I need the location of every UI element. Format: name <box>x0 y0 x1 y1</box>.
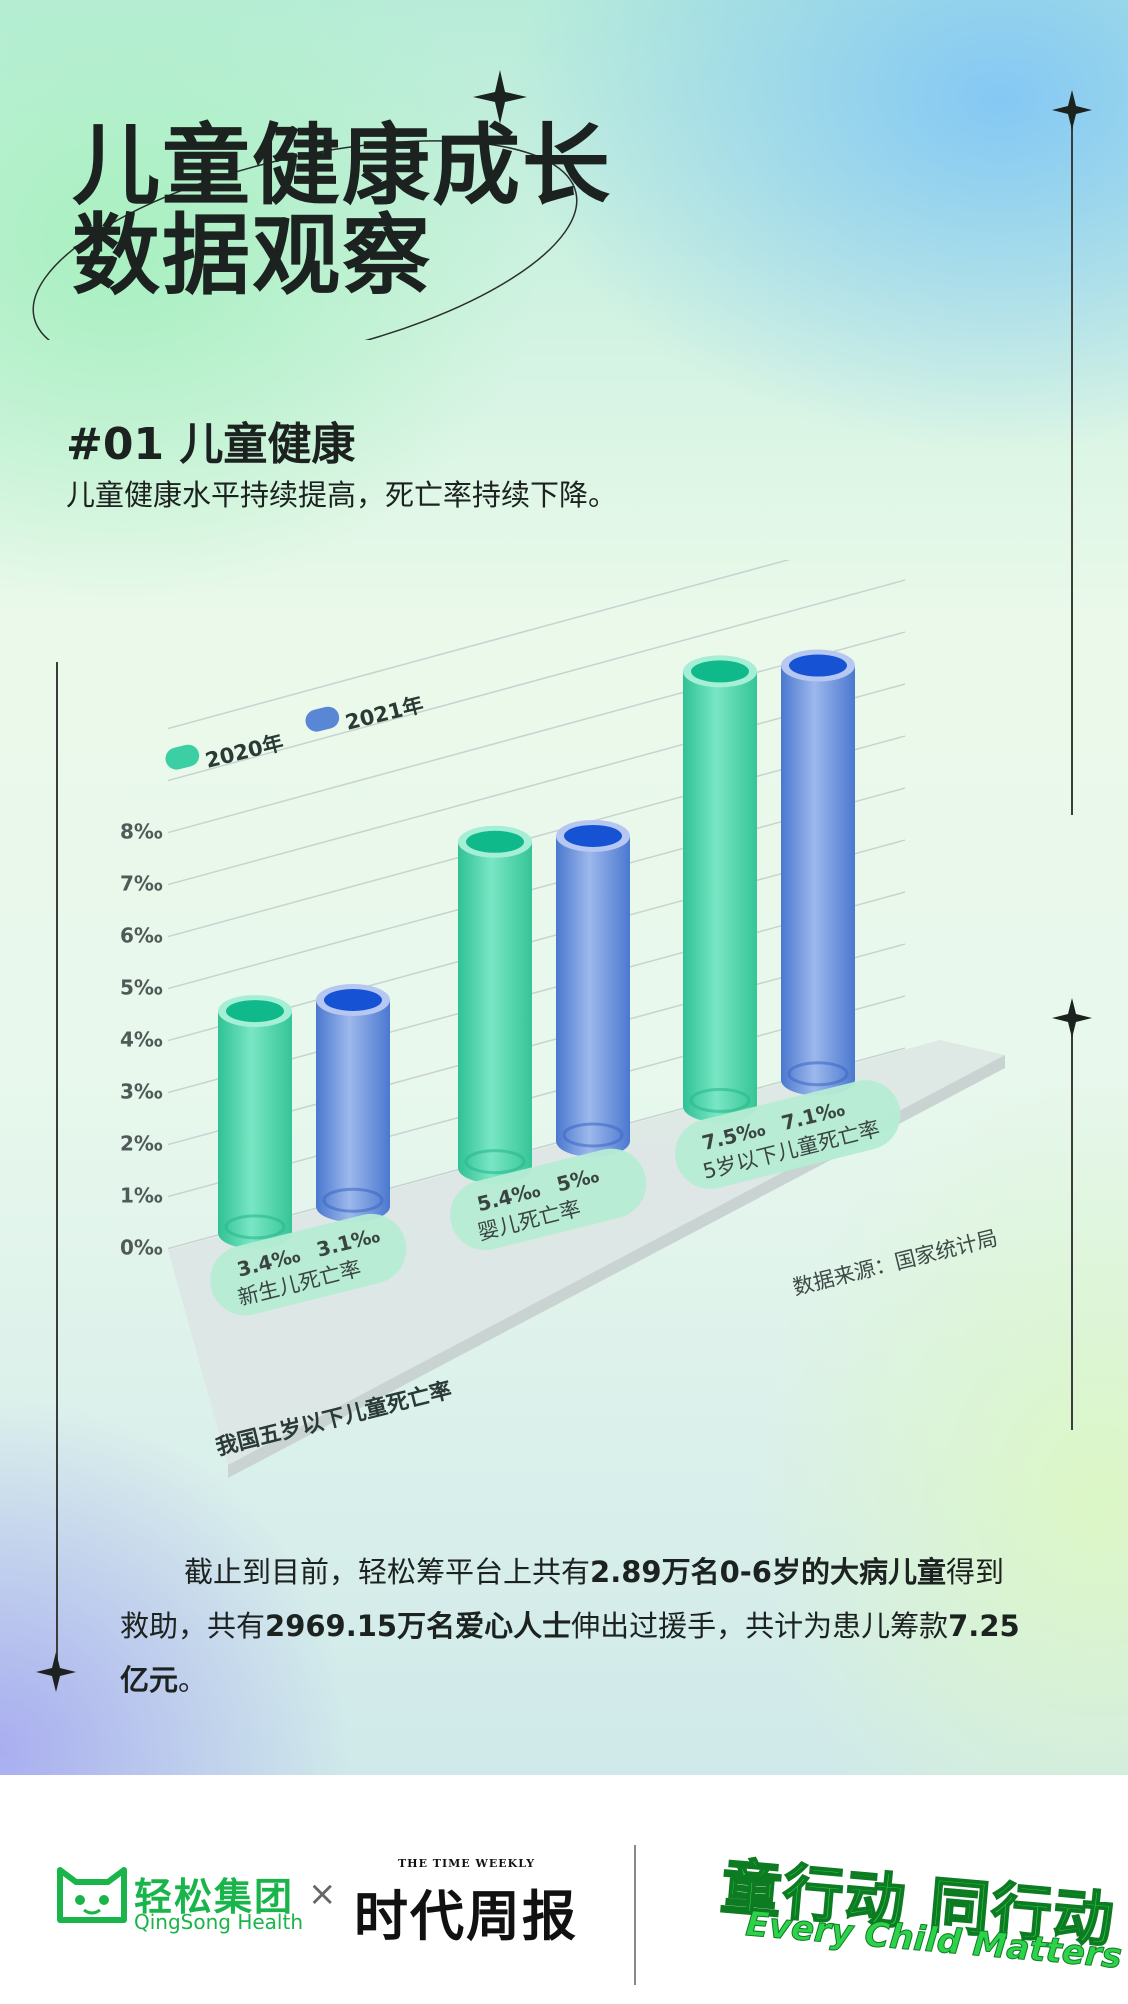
summary-text-2: 得到救助，共有 <box>120 1555 1004 1643</box>
chart-bar <box>683 655 757 1123</box>
legend-swatch <box>165 744 200 770</box>
legend-swatch <box>305 706 340 732</box>
sparkle-icon <box>36 1652 76 1692</box>
legend-label: 2020年 <box>203 730 286 773</box>
summary-text-1: 截止到目前，轻松筹平台上共有 <box>184 1555 591 1589</box>
chart-y-tick-label: 3‰ <box>120 1080 163 1104</box>
sparkle-icon <box>1052 90 1092 130</box>
sparkle-icon <box>1052 998 1092 1038</box>
summary-highlight-3: 7.25亿元 <box>120 1609 1020 1697</box>
chart-bar <box>781 649 855 1096</box>
chart-bar <box>556 819 630 1157</box>
summary-text-3: 伸出过援手，共计为患儿筹款 <box>571 1609 949 1643</box>
section-title: #01 儿童健康 <box>66 419 356 470</box>
time-weekly-logo: 时代周报 <box>354 1884 578 1948</box>
summary-highlight-2: 2969.15万名爱心人士 <box>265 1609 572 1643</box>
chart-y-tick-label: 6‰ <box>120 924 163 948</box>
right-vertical-line-top <box>1071 120 1073 815</box>
summary-highlight-1: 2.89万名0-6岁的大病儿童 <box>590 1555 946 1589</box>
mortality-chart: 0‰ 1‰ 2‰ 3‰ 4‰ 5‰ 6‰ 7‰ 8‰ 2020年 2021年 3.4‰3.1‰新生… <box>120 560 1005 1478</box>
qingsong-brand-english: QingSong Health <box>134 1910 304 1934</box>
chart-y-ticks: 0‰ 1‰ 2‰ 3‰ 4‰ 5‰ 6‰ 7‰ 8‰ <box>120 820 163 1260</box>
qingsong-brand-name: 轻松集团 <box>134 1875 295 1919</box>
summary-text-4: 。 <box>178 1663 208 1697</box>
chart-y-tick-label: 4‰ <box>120 1028 163 1052</box>
main-title-line2: 数据观察 <box>72 204 433 307</box>
collab-times-symbol: × <box>308 1874 337 1914</box>
time-weekly-english: THE TIME WEEKLY <box>398 1857 536 1870</box>
footer-bar <box>0 1775 1128 2004</box>
chart-bar <box>218 995 292 1249</box>
chart-gridline <box>167 579 906 782</box>
chart-gridline <box>167 560 791 730</box>
category-label-pill: 3.4‰3.1‰新生儿死亡率 <box>210 1213 407 1316</box>
right-vertical-line-bottom <box>1071 1030 1073 1430</box>
chart-bar <box>316 984 390 1223</box>
footer-divider <box>634 1845 636 1985</box>
section-subtitle: 儿童健康水平持续提高，死亡率持续下降。 <box>66 478 618 512</box>
chart-y-tick-label: 0‰ <box>120 1236 163 1260</box>
chart-source: 数据来源：国家统计局 <box>790 1226 1000 1300</box>
chart-y-tick-label: 7‰ <box>120 872 163 896</box>
main-title-line1: 儿童健康成长 <box>72 114 613 217</box>
sparkle-icon <box>473 70 527 124</box>
title-ellipse-decoration <box>32 70 578 340</box>
chart-y-tick-label: 5‰ <box>120 976 163 1000</box>
left-vertical-line <box>56 662 58 1672</box>
chart-legend: 2020年 2021年 <box>165 692 426 773</box>
chart-y-tick-label: 1‰ <box>120 1184 163 1208</box>
chart-bar <box>458 825 532 1184</box>
chart-y-tick-label: 8‰ <box>120 820 163 844</box>
qingsong-cat-logo-icon <box>57 1867 127 1923</box>
category-label-pill: 5.4‰ 5‰婴儿死亡率 <box>450 1148 647 1251</box>
legend-label: 2021年 <box>343 692 426 735</box>
chart-y-tick-label: 2‰ <box>120 1132 163 1156</box>
summary-paragraph: 截止到目前，轻松筹平台上共有2.89万名0-6岁的大病儿童得到救助，共有2969… <box>120 1545 1020 1707</box>
poster-background: 儿童健康成长 数据观察 #01 儿童健康 儿童健康水平持续提高，死亡率持续下降。 <box>0 0 1128 1775</box>
